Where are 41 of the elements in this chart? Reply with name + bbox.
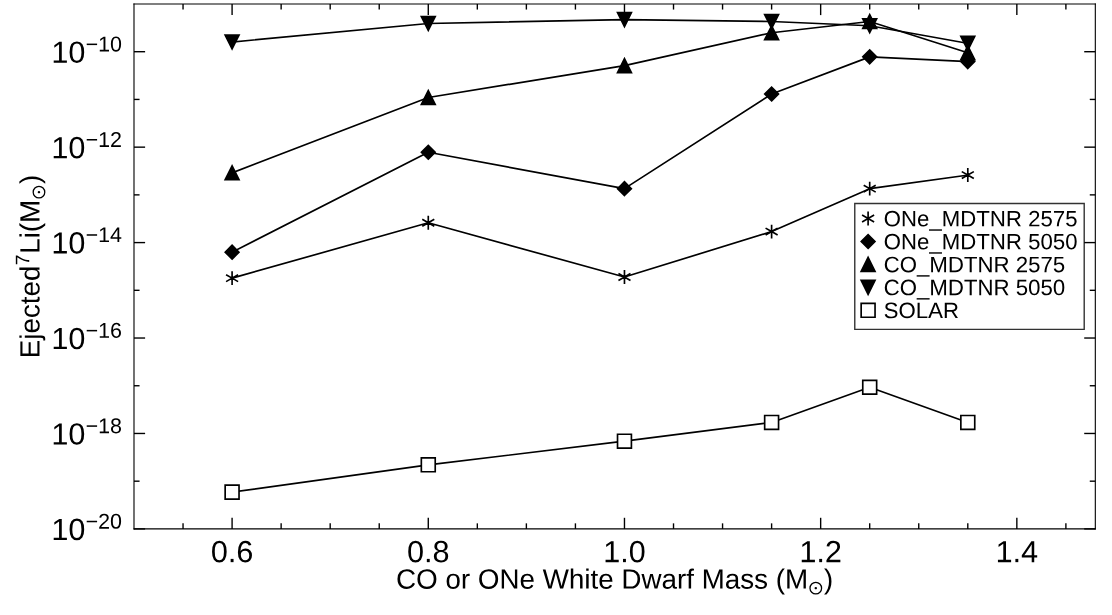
point — [420, 144, 436, 161]
x-tick-label: 0.6 — [212, 540, 252, 563]
x-tick-label: 1.0 — [605, 540, 645, 563]
y-tick-label: 10$^{−16}$ — [53, 322, 121, 350]
point — [616, 57, 633, 74]
y-tick-label: 10$^{−18}$ — [53, 418, 122, 445]
point — [224, 484, 240, 500]
point — [225, 270, 239, 286]
point — [616, 433, 633, 449]
point — [616, 180, 633, 197]
point — [960, 167, 975, 183]
point — [420, 457, 437, 473]
point — [224, 244, 240, 260]
point — [420, 15, 437, 32]
y-tick-label: 10$^{−12}$ — [53, 131, 121, 159]
point — [861, 379, 878, 396]
legend-label: SOLAR — [884, 302, 958, 319]
point — [763, 86, 780, 102]
legend-label: ONe_MDTNR 5050 — [884, 233, 1077, 254]
point — [763, 13, 780, 30]
point — [224, 34, 240, 50]
point — [862, 180, 877, 197]
x-tick-label: 1.2 — [801, 540, 841, 563]
point — [763, 414, 780, 431]
y-tick-label: 10$^{−14}$ — [53, 227, 122, 254]
legend-label: CO_MDTNR 2575 — [884, 256, 1065, 277]
y-tick-label: 10$^{−10}$ — [53, 36, 122, 64]
legend-label: ONe_MDTNR 2575 — [884, 210, 1077, 231]
x-tick-label: 0.8 — [408, 540, 449, 563]
y-tick-label: 10$^{−20}$ — [53, 513, 122, 541]
point — [224, 165, 240, 181]
legend-label: CO_MDTNR 5050 — [884, 279, 1065, 300]
point — [861, 49, 878, 65]
point — [420, 89, 437, 106]
point — [960, 414, 976, 431]
point — [861, 17, 878, 34]
x-axis-title: CO or ONe White Dwarf Mass (M$_{⊙}$) — [397, 568, 832, 595]
point — [616, 11, 633, 28]
y-axis-title: Ejected$^{7}$Li(M$_{⊙}$) — [15, 176, 46, 356]
point — [421, 215, 436, 231]
x-tick-label: 1.4 — [997, 541, 1038, 563]
